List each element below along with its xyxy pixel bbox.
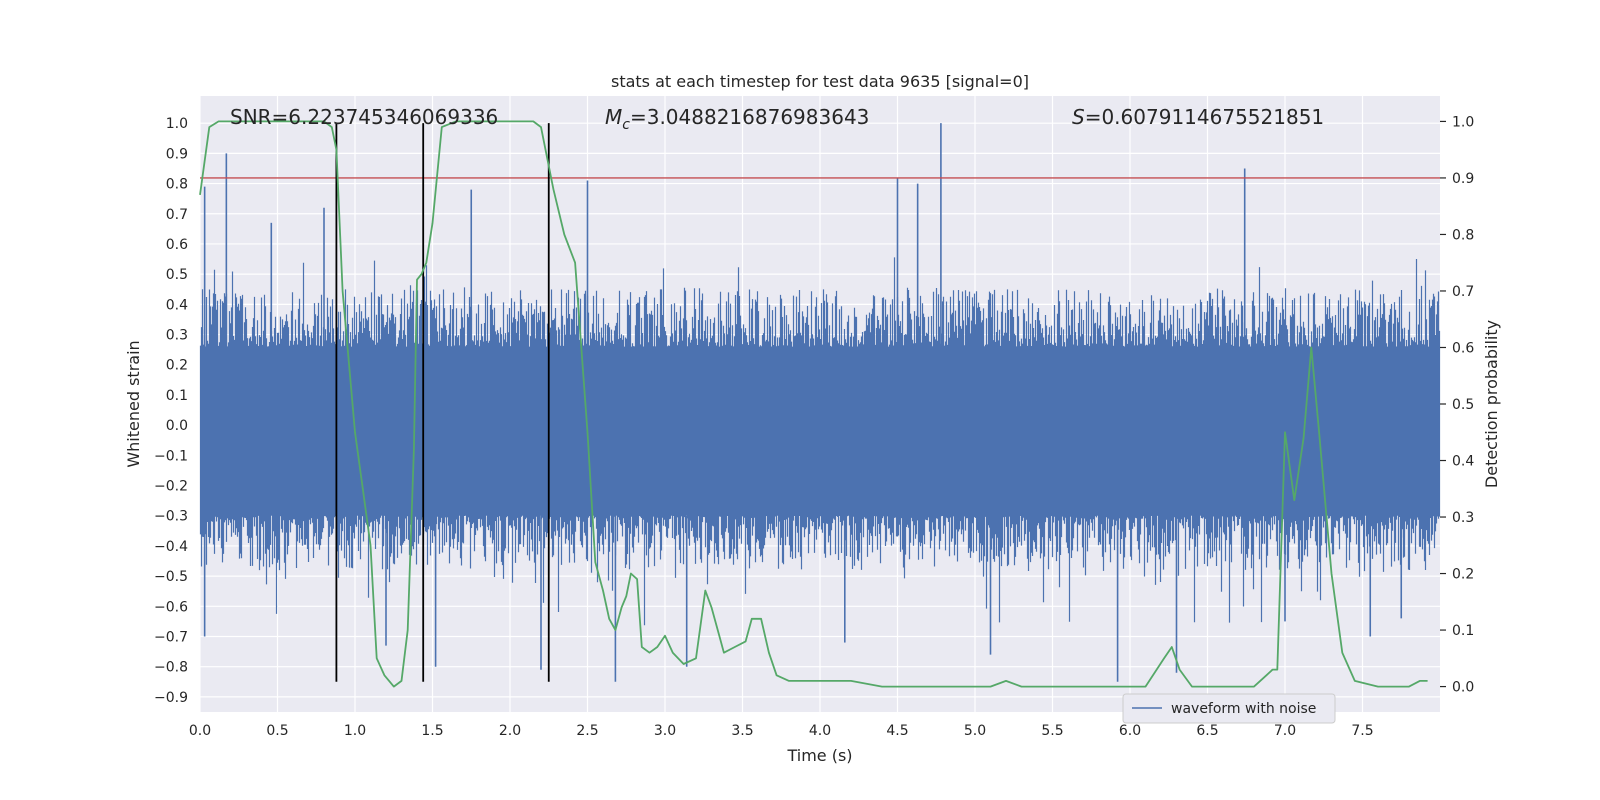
chart-title: stats at each timestep for test data 963… xyxy=(611,72,1029,91)
y-tick-label: 0.5 xyxy=(166,267,188,283)
y-tick-label: 0.6 xyxy=(166,237,188,253)
y2-tick-label: 0.4 xyxy=(1452,454,1474,470)
x-tick-label: 3.0 xyxy=(654,723,676,739)
y-axis-label: Whitened strain xyxy=(124,340,143,467)
chirp-mass-value: =3.0488216876983643 xyxy=(630,105,869,129)
y-tick-label: −0.7 xyxy=(154,630,188,646)
y-tick-label: 0.3 xyxy=(166,328,188,344)
legend-label: waveform with noise xyxy=(1171,701,1316,717)
y-tick-label: −0.4 xyxy=(154,539,188,555)
y2-axis-label: Detection probability xyxy=(1482,320,1501,488)
y2-tick-label: 1.0 xyxy=(1452,114,1474,130)
chirp-mass-annotation: Mc=3.0488216876983643 xyxy=(605,105,869,133)
x-tick-label: 4.5 xyxy=(886,723,908,739)
x-tick-label: 1.5 xyxy=(421,723,443,739)
y2-tick-label: 0.2 xyxy=(1452,567,1474,583)
y-tick-label: −0.2 xyxy=(154,479,188,495)
y2-tick-label: 0.9 xyxy=(1452,171,1474,187)
y-tick-label: 0.2 xyxy=(166,358,188,374)
y-tick-label: 0.1 xyxy=(166,388,188,404)
y-tick-label: −0.1 xyxy=(154,448,188,464)
y-tick-label: 0.8 xyxy=(166,177,188,193)
x-tick-label: 6.5 xyxy=(1196,723,1218,739)
x-tick-label: 4.0 xyxy=(809,723,831,739)
y-tick-label: −0.6 xyxy=(154,599,188,615)
y2-tick-label: 0.5 xyxy=(1452,397,1474,413)
y2-tick-label: 0.8 xyxy=(1452,227,1474,243)
y2-tick-label: 0.3 xyxy=(1452,510,1474,526)
chirp-mass-symbol: M xyxy=(605,105,622,129)
y-tick-label: 0.9 xyxy=(166,146,188,162)
y-tick-label: 0.7 xyxy=(166,207,188,223)
y-tick-labels: −0.9 −0.8 −0.7 −0.6 −0.5 −0.4 −0.3 −0.2 −0.1 0.0 0… xyxy=(154,116,188,706)
x-tick-label: 5.0 xyxy=(964,723,986,739)
waveform-series xyxy=(199,123,1441,682)
x-tick-label: 3.5 xyxy=(731,723,753,739)
chirp-mass-subscript: c xyxy=(622,117,630,133)
x-tick-label: 7.5 xyxy=(1351,723,1373,739)
y-tick-label: −0.8 xyxy=(154,660,188,676)
x-tick-label: 7.0 xyxy=(1274,723,1296,739)
legend: waveform with noise xyxy=(1122,693,1336,724)
x-axis-label: Time (s) xyxy=(786,746,852,765)
x-tick-labels: 0.0 0.5 1.0 1.5 2.0 2.5 3.0 3.5 4.0 4.5 5.0 5.5 6.0 6… xyxy=(189,723,1374,739)
y2-tick-label: 0.1 xyxy=(1452,623,1474,639)
y-tick-label: 0.4 xyxy=(166,297,188,313)
x-tick-label: 2.5 xyxy=(576,723,598,739)
s-value: =0.6079114675521851 xyxy=(1085,105,1324,129)
y2-tick-label: 0.7 xyxy=(1452,284,1474,300)
y-tick-label: 1.0 xyxy=(166,116,188,132)
y2-tick-label: 0.6 xyxy=(1452,340,1474,356)
y-tick-label: −0.3 xyxy=(154,509,188,525)
y-tick-label: 0.0 xyxy=(166,418,188,434)
vertical-markers xyxy=(335,123,550,682)
y-tick-label: −0.5 xyxy=(154,569,188,585)
probability-line xyxy=(199,120,1428,688)
x-tick-label: 0.0 xyxy=(189,723,211,739)
y2-tick-labels: 0.0 0.1 0.2 0.3 0.4 0.5 0.6 0.7 0.8 0.9 1.0 xyxy=(1440,114,1474,696)
x-tick-label: 2.0 xyxy=(499,723,521,739)
x-tick-label: 0.5 xyxy=(266,723,288,739)
legend-box xyxy=(1122,693,1336,724)
x-tick-label: 1.0 xyxy=(344,723,366,739)
probability-series xyxy=(199,120,1428,688)
x-tick-label: 6.0 xyxy=(1119,723,1141,739)
s-symbol: S xyxy=(1072,105,1085,129)
x-tick-label: 5.5 xyxy=(1041,723,1063,739)
snr-annotation: SNR=6.223745346069336 xyxy=(230,105,498,129)
s-annotation: S=0.6079114675521851 xyxy=(1072,105,1324,129)
y-tick-label: −0.9 xyxy=(154,690,188,706)
y2-tick-label: 0.0 xyxy=(1452,680,1474,696)
waveform-noise-trace xyxy=(199,257,1441,626)
